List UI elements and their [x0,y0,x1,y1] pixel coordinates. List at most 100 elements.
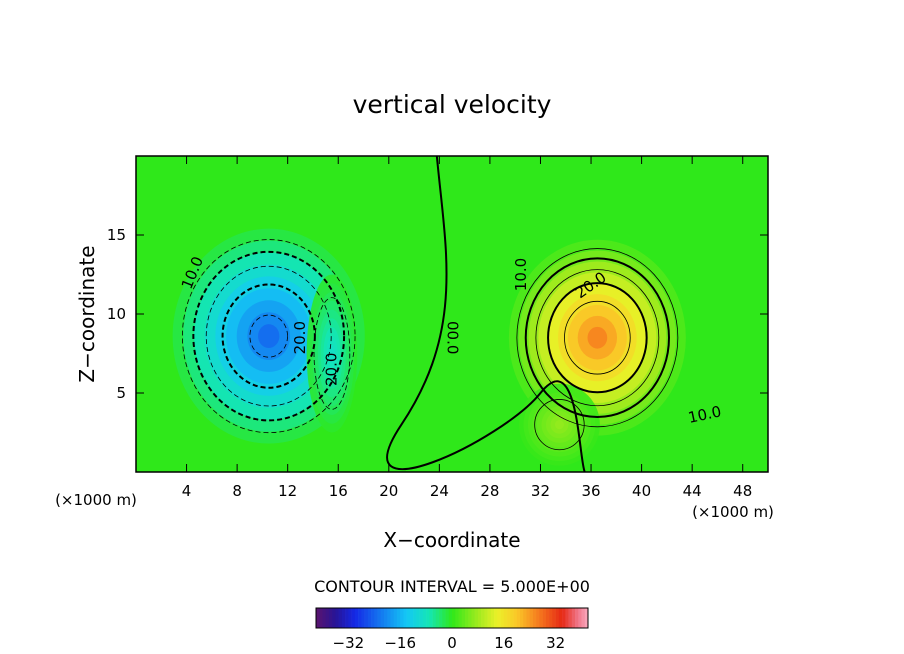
y-tick-label: 15 [107,226,126,244]
colorbar-tick-label: 16 [494,634,513,652]
colorbar-swatch [400,608,404,628]
colorbar-swatch [338,608,343,628]
colorbar-swatch [484,608,488,628]
colorbar-frame [315,607,589,629]
x-tick-label: 44 [683,482,702,500]
colorbar-swatch [335,608,339,628]
colorbar-swatch [455,608,459,628]
colorbar-swatch [380,608,385,628]
colorbar-swatch [536,608,540,628]
colorbar-swatch [429,608,433,628]
contour-line [524,257,670,418]
contour-label: 00.0 [444,321,462,354]
colorbar-swatch [461,608,466,628]
colorbar-swatch [387,608,391,628]
colorbar-swatch [520,608,524,628]
contour-line [535,269,660,407]
colorbar-swatch [354,608,359,628]
colorbar-swatch [419,608,424,628]
colorbar-swatch [322,608,327,628]
x-tick-label: 48 [733,482,752,500]
colorbar-swatch [558,608,563,628]
colorbar-swatch [516,608,521,628]
colorbar-swatch [413,608,417,628]
x-tick-label: 40 [632,482,651,500]
colorbar-swatches [316,608,589,628]
colorbar-ticks: −32 −16 0 16 32 [333,634,566,652]
colorbar-swatch [393,608,398,628]
x-axis-label: X−coordinate [383,528,520,552]
colorbar-tick-label: −32 [333,634,365,652]
colorbar-swatch [494,608,498,628]
colorbar-swatch [474,608,479,628]
colorbar-swatch [345,608,349,628]
colorbar-swatch [377,608,382,628]
contour-line [516,248,679,428]
contour-label: 20.0 [322,353,340,386]
colorbar-tick-label: 32 [546,634,565,652]
colorbar-swatch [497,608,501,628]
x-axis-unit-right: (×1000 m) [692,503,774,521]
colorbar-swatch [316,608,320,628]
colorbar-swatch [562,608,566,628]
colorbar-swatch [539,608,543,628]
colorbar-tick-label: 0 [447,634,457,652]
colorbar-swatch [513,608,518,628]
y-tick-label: 5 [116,384,126,402]
contour-line [205,265,332,407]
colorbar: −32 −16 0 16 32 [315,607,589,652]
colorbar-tick-label: −16 [384,634,416,652]
field-band [587,326,608,349]
x-tick-label: 36 [581,482,600,500]
colorbar-swatch [526,608,531,628]
contour-line [181,239,356,434]
colorbar-swatch [403,608,407,628]
colorbar-swatch [487,608,492,628]
colorbar-swatch [565,608,569,628]
y-axis-ticks: 5 10 15 [107,226,768,402]
colorbar-swatch [464,608,469,628]
colorbar-swatch [468,608,472,628]
colorbar-swatch [332,608,336,628]
x-tick-label: 28 [480,482,499,500]
colorbar-swatch [568,608,573,628]
colorbar-swatch [581,608,586,628]
x-tick-label: 32 [531,482,550,500]
contour-line [564,300,631,375]
contour-line [547,282,648,394]
colorbar-swatch [319,608,323,628]
colorbar-swatch [552,608,556,628]
colorbar-swatch [545,608,550,628]
colorbar-swatch [500,608,505,628]
colorbar-swatch [358,608,362,628]
colorbar-swatch [351,608,356,628]
colorbar-swatch [406,608,411,628]
colorbar-swatch [439,608,443,628]
x-axis-unit-left: (×1000 m) [55,491,137,509]
colorbar-swatch [409,608,414,628]
colorbar-swatch [396,608,401,628]
colorbar-swatch [571,608,576,628]
colorbar-swatch [510,608,514,628]
colorbar-swatch [435,608,440,628]
contour-interval-label: CONTOUR INTERVAL = 5.000E+00 [314,577,590,596]
contour-label: 20.0 [291,321,309,354]
colorbar-swatch [374,608,378,628]
colorbar-swatch [348,608,352,628]
colorbar-swatch [445,608,450,628]
colorbar-swatch [448,608,453,628]
chart-title: vertical velocity [353,90,552,119]
colorbar-swatch [481,608,485,628]
colorbar-swatch [532,608,537,628]
colorbar-swatch [341,608,346,628]
x-axis-ticks: 4 8 12 16 20 24 28 32 36 40 44 48 [182,156,752,500]
plot-area: 10.020.020.000.010.0 20.010.0 [135,155,769,473]
colorbar-swatch [507,608,511,628]
x-tick-label: 12 [278,482,297,500]
colorbar-swatch [384,608,388,628]
colorbar-swatch [549,608,553,628]
y-axis-label: Z−coordinate [75,245,99,382]
contour-line [313,297,351,410]
colorbar-swatch [328,608,333,628]
